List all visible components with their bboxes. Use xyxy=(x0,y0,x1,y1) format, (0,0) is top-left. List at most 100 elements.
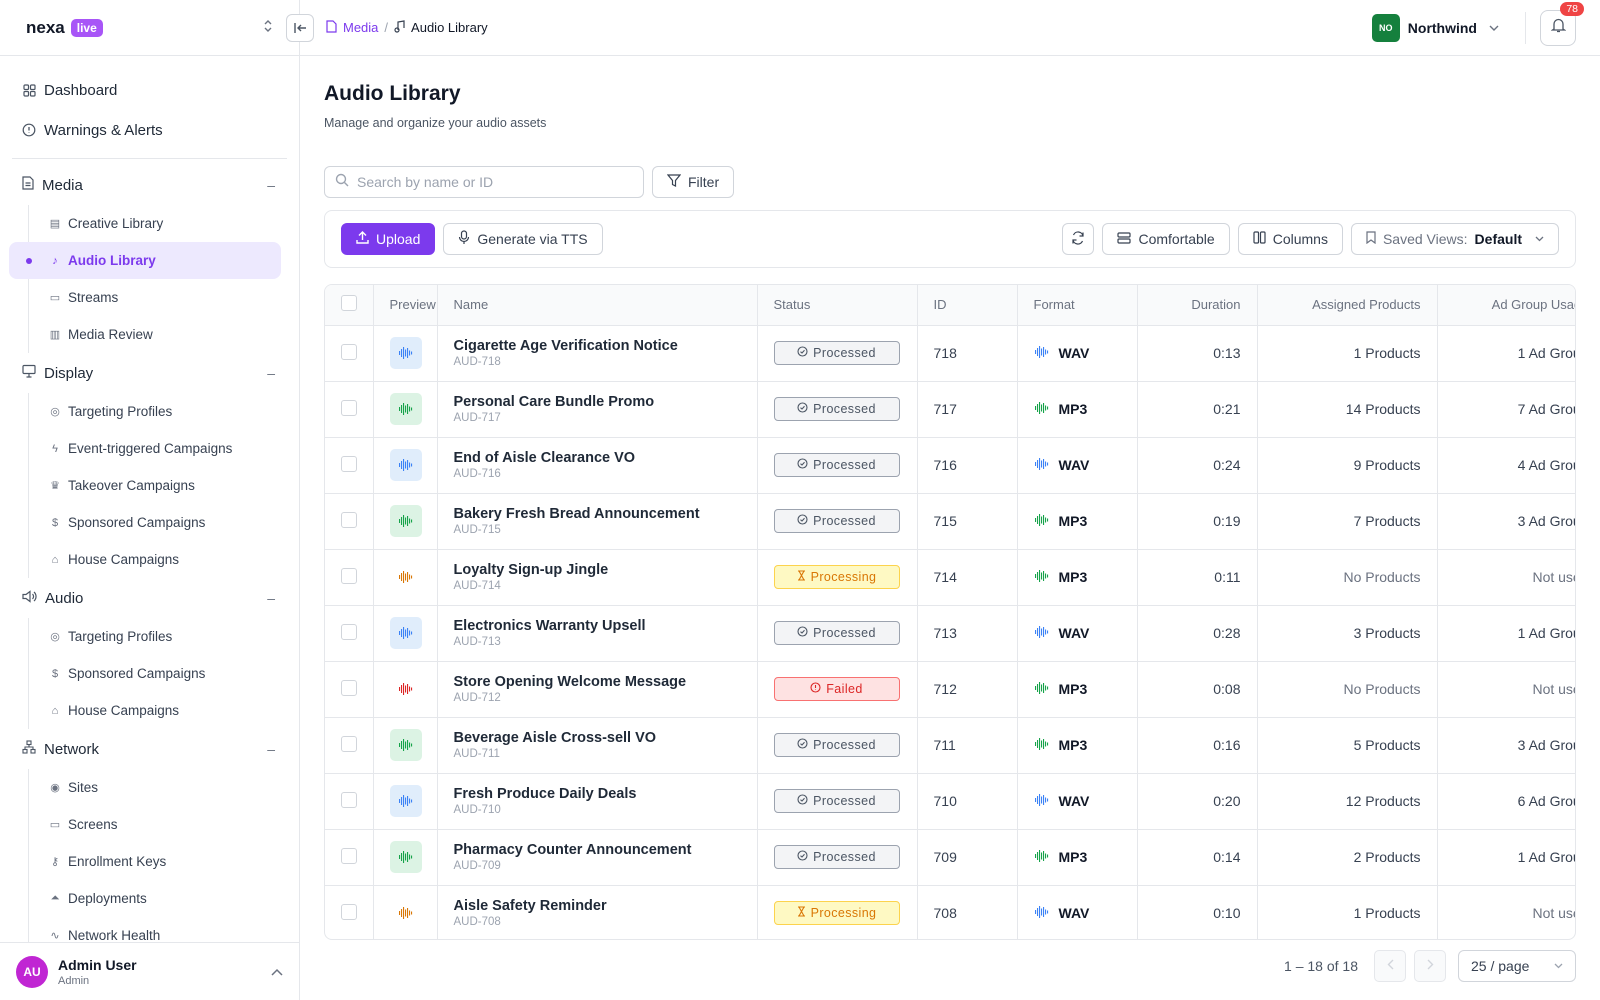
chevron-up-icon[interactable] xyxy=(271,965,283,979)
waveform-icon[interactable] xyxy=(389,393,422,425)
nav-section-display[interactable]: Display – xyxy=(0,353,299,393)
sidebar-item-screens[interactable]: ▭ Screens xyxy=(29,806,299,843)
sidebar-item-takeover-campaigns[interactable]: ♛ Takeover Campaigns xyxy=(29,467,299,504)
notifications-button[interactable]: 78 xyxy=(1540,1,1584,46)
waveform-icon[interactable] xyxy=(389,617,422,649)
audio-name[interactable]: Bakery Fresh Bread Announcement xyxy=(453,506,700,522)
collapse-icon[interactable]: – xyxy=(267,177,275,193)
saved-views-label: Saved Views: xyxy=(1382,231,1468,247)
nav-item-warnings-alerts[interactable]: Warnings & Alerts xyxy=(0,110,299,150)
row-checkbox[interactable] xyxy=(341,903,357,920)
sidebar-item-house-campaigns[interactable]: ⌂ House Campaigns xyxy=(29,692,299,729)
table-row[interactable]: Loyalty Sign-up Jingle AUD-714 Processin… xyxy=(325,549,1575,606)
sidebar-item-enrollment-keys[interactable]: ⚷ Enrollment Keys xyxy=(29,843,299,880)
waveform-icon[interactable] xyxy=(390,897,422,929)
upload-button[interactable]: Upload xyxy=(341,223,436,255)
audio-name[interactable]: Loyalty Sign-up Jingle xyxy=(453,562,609,578)
column-header-id[interactable]: ID xyxy=(917,285,1018,326)
next-page-button[interactable] xyxy=(1414,950,1446,982)
audio-name[interactable]: Beverage Aisle Cross-sell VO xyxy=(453,730,657,746)
waveform-icon[interactable] xyxy=(389,785,422,817)
workspace-switch-icon[interactable] xyxy=(263,19,273,36)
waveform-icon[interactable] xyxy=(390,673,422,705)
audio-name[interactable]: Aisle Safety Reminder xyxy=(453,898,607,914)
sidebar-item-creative-library[interactable]: ▤ Creative Library xyxy=(29,205,299,242)
row-checkbox[interactable] xyxy=(341,343,357,360)
column-header-preview[interactable]: Preview xyxy=(373,285,438,326)
waveform-icon[interactable] xyxy=(389,841,422,873)
user-menu[interactable]: AU Admin User Admin xyxy=(0,942,299,1000)
sidebar-item-house-campaigns[interactable]: ⌂ House Campaigns xyxy=(29,541,299,578)
sidebar-item-audio-library[interactable]: ♪ Audio Library xyxy=(9,242,281,279)
sidebar-item-event-triggered-campaigns[interactable]: ϟ Event-triggered Campaigns xyxy=(29,430,299,467)
sidebar-item-media-review[interactable]: ▥ Media Review xyxy=(29,316,299,353)
row-checkbox[interactable] xyxy=(341,511,357,528)
row-checkbox[interactable] xyxy=(341,399,357,416)
table-row[interactable]: Pharmacy Counter Announcement AUD-709 Pr… xyxy=(325,829,1575,886)
waveform-icon[interactable] xyxy=(389,337,422,369)
sidebar-item-sponsored-campaigns[interactable]: $ Sponsored Campaigns xyxy=(29,504,299,541)
refresh-button[interactable] xyxy=(1062,223,1095,255)
table-row[interactable]: Bakery Fresh Bread Announcement AUD-715 … xyxy=(325,493,1575,550)
row-checkbox[interactable] xyxy=(341,623,357,640)
collapse-sidebar-button[interactable] xyxy=(286,13,314,42)
audio-name[interactable]: Personal Care Bundle Promo xyxy=(453,394,655,410)
collapse-icon[interactable]: – xyxy=(267,365,275,381)
row-checkbox[interactable] xyxy=(341,679,357,696)
sidebar-item-deployments[interactable]: ⏶ Deployments xyxy=(29,880,299,917)
row-checkbox[interactable] xyxy=(341,735,357,752)
audio-name[interactable]: End of Aisle Clearance VO xyxy=(453,450,636,466)
columns-button[interactable]: Columns xyxy=(1237,223,1343,255)
waveform-icon[interactable] xyxy=(389,449,422,481)
sidebar-item-sites[interactable]: ◉ Sites xyxy=(29,769,299,806)
prev-page-button[interactable] xyxy=(1374,950,1406,982)
collapse-icon[interactable]: – xyxy=(267,590,275,606)
sidebar-item-targeting-profiles[interactable]: ◎ Targeting Profiles xyxy=(29,618,299,655)
table-row[interactable]: Fresh Produce Daily Deals AUD-710 Proces… xyxy=(325,773,1575,830)
column-header-duration[interactable]: Duration xyxy=(1137,285,1258,326)
waveform-icon[interactable] xyxy=(389,729,422,761)
sidebar-item-streams[interactable]: ▭ Streams xyxy=(29,279,299,316)
row-checkbox[interactable] xyxy=(341,791,357,808)
org-switcher[interactable]: NO Northwind xyxy=(1371,13,1499,42)
waveform-icon[interactable] xyxy=(389,505,422,537)
waveform-icon[interactable] xyxy=(390,561,422,593)
table-row[interactable]: Beverage Aisle Cross-sell VO AUD-711 Pro… xyxy=(325,717,1575,774)
page-size-select[interactable]: 25 / page xyxy=(1458,950,1576,982)
audio-name[interactable]: Cigarette Age Verification Notice xyxy=(453,338,678,354)
breadcrumb-media[interactable]: Media xyxy=(343,20,379,35)
collapse-icon[interactable]: – xyxy=(267,741,275,757)
table-row[interactable]: Personal Care Bundle Promo AUD-717 Proce… xyxy=(325,381,1575,438)
select-all-checkbox[interactable] xyxy=(341,295,357,312)
search-input[interactable] xyxy=(357,174,617,190)
audio-name[interactable]: Store Opening Welcome Message xyxy=(453,674,687,690)
column-header-ad-group-usage[interactable]: Ad Group Usage xyxy=(1437,285,1575,326)
filter-button[interactable]: Filter xyxy=(652,166,735,198)
status-label: Processing xyxy=(810,906,877,920)
generate-tts-button[interactable]: Generate via TTS xyxy=(443,223,603,255)
table-row[interactable]: Cigarette Age Verification Notice AUD-71… xyxy=(325,325,1575,382)
column-header-name[interactable]: Name xyxy=(437,285,758,326)
audio-name[interactable]: Fresh Produce Daily Deals xyxy=(453,786,637,802)
table-row[interactable]: Aisle Safety Reminder AUD-708 Processing… xyxy=(325,885,1575,939)
row-checkbox[interactable] xyxy=(341,567,357,584)
nav-section-audio[interactable]: Audio – xyxy=(0,578,299,618)
audio-name[interactable]: Electronics Warranty Upsell xyxy=(453,618,646,634)
audio-name[interactable]: Pharmacy Counter Announcement xyxy=(453,842,692,858)
row-checkbox[interactable] xyxy=(341,455,357,472)
saved-views-select[interactable]: Saved Views: Default xyxy=(1350,223,1559,255)
row-checkbox[interactable] xyxy=(341,847,357,864)
table-row[interactable]: Electronics Warranty Upsell AUD-713 Proc… xyxy=(325,605,1575,662)
sidebar-item-network-health[interactable]: ∿ Network Health xyxy=(29,917,299,942)
nav-section-media[interactable]: Media – xyxy=(0,165,299,205)
table-row[interactable]: End of Aisle Clearance VO AUD-716 Proces… xyxy=(325,437,1575,494)
nav-item-dashboard[interactable]: Dashboard xyxy=(0,70,299,110)
column-header-format[interactable]: Format xyxy=(1017,285,1138,326)
density-button[interactable]: Comfortable xyxy=(1102,223,1230,255)
column-header-status[interactable]: Status xyxy=(757,285,918,326)
nav-section-network[interactable]: Network – xyxy=(0,729,299,769)
sidebar-item-sponsored-campaigns[interactable]: $ Sponsored Campaigns xyxy=(29,655,299,692)
table-row[interactable]: Store Opening Welcome Message AUD-712 Fa… xyxy=(325,661,1575,718)
column-header-assigned-products[interactable]: Assigned Products xyxy=(1257,285,1438,326)
sidebar-item-targeting-profiles[interactable]: ◎ Targeting Profiles xyxy=(29,393,299,430)
